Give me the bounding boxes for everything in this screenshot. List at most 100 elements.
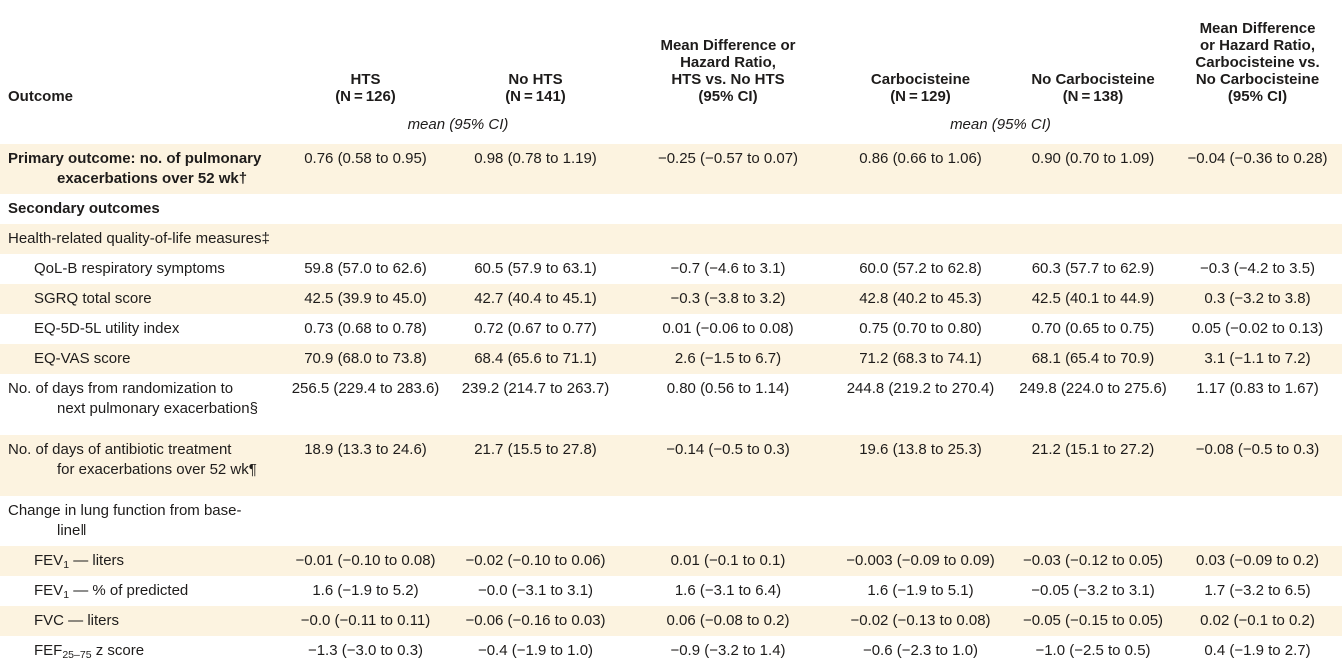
value-cell-no-carbocisteine-fvc-liters: −0.05 (−0.15 to 0.05) bbox=[1022, 612, 1164, 629]
subheader-row: mean (95% CI) mean (95% CI) bbox=[0, 112, 1342, 144]
column-header-carbocisteine: Carbocisteine (N = 129) bbox=[870, 71, 971, 105]
column-header-outcome: Outcome bbox=[8, 88, 74, 105]
table-row-eq-vas-score: EQ-VAS score 70.9 (68.0 to 73.8) 68.4 (65.… bbox=[0, 344, 1342, 374]
outcome-label-line: No. of days from randomization to bbox=[8, 380, 234, 397]
subscript-text: 1 bbox=[63, 559, 70, 571]
column-header-hts: HTS (N = 126) bbox=[335, 71, 396, 105]
value-cell-no-hts-sgrq-total: 42.7 (40.4 to 45.1) bbox=[474, 290, 597, 307]
value-cell-no-carbocisteine-fev1-liters: −0.03 (−0.12 to 0.05) bbox=[1022, 552, 1164, 569]
value-cell-no-hts-days-to-next-exacerbation: 239.2 (214.7 to 263.7) bbox=[461, 380, 610, 397]
outcome-label-fev1-percent-predicted: FEV1 — % of predicted bbox=[0, 576, 288, 606]
value-cell-no-hts-fev1-liters: −0.02 (−0.10 to 0.06) bbox=[465, 552, 606, 569]
value-cell-carbocisteine-fef2575-z-score: −0.6 (−2.3 to 1.0) bbox=[862, 642, 979, 659]
value-cell-carbocisteine-antibiotic-days: 19.6 (13.8 to 25.3) bbox=[859, 441, 982, 458]
value-cell-md-carbocisteine-primary-outcome: −0.04 (−0.36 to 0.28) bbox=[1187, 150, 1328, 167]
value-cell-no-carbocisteine-qol-b-respiratory: 60.3 (57.7 to 62.9) bbox=[1031, 260, 1155, 277]
subheader-spacer-outcome bbox=[0, 112, 288, 144]
value-cell-carbocisteine-eq5d5l-utility: 0.75 (0.70 to 0.80) bbox=[859, 320, 982, 337]
value-cell-no-hts-eq-vas-score: 68.4 (65.6 to 71.1) bbox=[474, 350, 597, 367]
table-row-hrqol-measures: Health-related quality-of-life measures‡ bbox=[0, 224, 1342, 254]
table-row-lung-function-change: Change in lung function from base-line‖ bbox=[0, 496, 1342, 546]
value-cell-hts-eq-vas-score: 70.9 (68.0 to 73.8) bbox=[304, 350, 427, 367]
value-cell-no-carbocisteine-antibiotic-days: 21.2 (15.1 to 27.2) bbox=[1031, 441, 1155, 458]
value-cell-no-carbocisteine-lung-function-change bbox=[1013, 496, 1173, 546]
value-cell-md-carbocisteine-antibiotic-days: −0.08 (−0.5 to 0.3) bbox=[1195, 441, 1320, 458]
outcome-label-line: FVC — liters bbox=[34, 612, 120, 629]
outcome-label-line: exacerbations over 52 wk† bbox=[57, 170, 248, 187]
value-cell-no-hts-fvc-liters: −0.06 (−0.16 to 0.03) bbox=[465, 612, 606, 629]
table-row-antibiotic-days: No. of days of antibiotic treatment for e… bbox=[0, 435, 1342, 496]
value-cell-carbocisteine-primary-outcome: 0.86 (0.66 to 1.06) bbox=[859, 150, 982, 167]
value-cell-hts-fvc-liters: −0.0 (−0.11 to 0.11) bbox=[300, 612, 431, 629]
value-cell-md-carbocisteine-fev1-percent-predicted: 1.7 (−3.2 to 6.5) bbox=[1204, 582, 1311, 599]
value-cell-no-hts-fef2575-z-score: −0.4 (−1.9 to 1.0) bbox=[477, 642, 594, 659]
column-header-md-carbocisteine: Mean Difference or Hazard Ratio, Carbocist… bbox=[1195, 20, 1320, 105]
outcome-label-qol-b-respiratory: QoL-B respiratory symptoms bbox=[0, 254, 288, 284]
value-cell-md-hts-fev1-liters: 0.01 (−0.1 to 0.1) bbox=[670, 552, 786, 569]
value-cell-md-carbocisteine-fev1-liters: 0.03 (−0.09 to 0.2) bbox=[1195, 552, 1319, 569]
value-cell-no-carbocisteine-fef2575-z-score: −1.0 (−2.5 to 0.5) bbox=[1035, 642, 1151, 659]
value-cell-no-hts-primary-outcome: 0.98 (0.78 to 1.19) bbox=[474, 150, 597, 167]
value-cell-md-hts-fvc-liters: 0.06 (−0.08 to 0.2) bbox=[666, 612, 790, 629]
outcome-label-line: No. of days of antibiotic treatment bbox=[8, 441, 232, 458]
value-cell-carbocisteine-days-to-next-exacerbation: 244.8 (219.2 to 270.4) bbox=[846, 380, 995, 397]
table-header: Outcome HTS (N = 126) No HTS (N = 141) Mean D… bbox=[0, 0, 1342, 144]
value-cell-md-carbocisteine-eq-vas-score: 3.1 (−1.1 to 7.2) bbox=[1204, 350, 1311, 367]
value-cell-hts-fev1-liters: −0.01 (−0.10 to 0.08) bbox=[295, 552, 436, 569]
table-row-fef2575-z-score: FEF25–75 z score −1.3 (−3.0 to 0.3) −0.4 (… bbox=[0, 636, 1342, 666]
value-cell-no-hts-antibiotic-days: 21.7 (15.5 to 27.8) bbox=[474, 441, 597, 458]
value-cell-carbocisteine-qol-b-respiratory: 60.0 (57.2 to 62.8) bbox=[859, 260, 982, 277]
value-cell-no-hts-fev1-percent-predicted: −0.0 (−3.1 to 3.1) bbox=[477, 582, 594, 599]
outcome-label-line: EQ-VAS score bbox=[34, 350, 131, 367]
table-row-qol-b-respiratory: QoL-B respiratory symptoms 59.8 (57.0 to … bbox=[0, 254, 1342, 284]
outcome-label-days-to-next-exacerbation: No. of days from randomization to next pu… bbox=[0, 374, 288, 435]
subscript-text: 25–75 bbox=[62, 649, 92, 661]
outcome-label-line: Secondary outcomes bbox=[8, 200, 160, 217]
subheader-spacer-md-hts bbox=[628, 112, 828, 144]
outcome-label-line: FEV1 — liters bbox=[34, 552, 125, 571]
value-cell-hts-antibiotic-days: 18.9 (13.3 to 24.6) bbox=[304, 441, 427, 458]
value-cell-hts-hrqol-measures bbox=[288, 224, 443, 254]
value-cell-no-carbocisteine-days-to-next-exacerbation: 249.8 (224.0 to 275.6) bbox=[1019, 380, 1167, 397]
table-row-fev1-percent-predicted: FEV1 — % of predicted 1.6 (−1.9 to 5.2) −0… bbox=[0, 576, 1342, 606]
subscript-text: 1 bbox=[63, 589, 70, 601]
value-cell-no-carbocisteine-hrqol-measures bbox=[1013, 224, 1173, 254]
value-cell-md-hts-eq5d5l-utility: 0.01 (−0.06 to 0.08) bbox=[662, 320, 794, 337]
outcome-label-line: FEF25–75 z score bbox=[34, 642, 145, 661]
value-cell-md-hts-eq-vas-score: 2.6 (−1.5 to 6.7) bbox=[674, 350, 782, 367]
outcome-label-fef2575-z-score: FEF25–75 z score bbox=[0, 636, 288, 666]
outcome-label-line: FEV1 — % of predicted bbox=[34, 582, 189, 601]
value-cell-carbocisteine-hrqol-measures bbox=[828, 224, 1013, 254]
value-cell-carbocisteine-sgrq-total: 42.8 (40.2 to 45.3) bbox=[859, 290, 982, 307]
outcome-label-fev1-liters: FEV1 — liters bbox=[0, 546, 288, 576]
outcome-label-eq5d5l-utility: EQ-5D-5L utility index bbox=[0, 314, 288, 344]
value-cell-md-carbocisteine-hrqol-measures bbox=[1173, 224, 1342, 254]
value-cell-md-carbocisteine-secondary-outcomes bbox=[1173, 194, 1342, 224]
value-cell-hts-sgrq-total: 42.5 (39.9 to 45.0) bbox=[304, 290, 427, 307]
value-cell-md-carbocisteine-qol-b-respiratory: −0.3 (−4.2 to 3.5) bbox=[1199, 260, 1316, 277]
value-cell-no-carbocisteine-secondary-outcomes bbox=[1013, 194, 1173, 224]
value-cell-hts-eq5d5l-utility: 0.73 (0.68 to 0.78) bbox=[304, 320, 427, 337]
value-cell-md-carbocisteine-fvc-liters: 0.02 (−0.1 to 0.2) bbox=[1200, 612, 1315, 629]
table-body: Primary outcome: no. of pulmonary exacerb… bbox=[0, 144, 1342, 666]
value-cell-hts-primary-outcome: 0.76 (0.58 to 0.95) bbox=[304, 150, 427, 167]
value-cell-no-hts-secondary-outcomes bbox=[443, 194, 628, 224]
table-row-fev1-liters: FEV1 — liters −0.01 (−0.10 to 0.08) −0.02 … bbox=[0, 546, 1342, 576]
outcome-label-secondary-outcomes: Secondary outcomes bbox=[0, 194, 288, 224]
outcome-label-lung-function-change: Change in lung function from base-line‖ bbox=[0, 496, 288, 546]
value-cell-md-hts-qol-b-respiratory: −0.7 (−4.6 to 3.1) bbox=[670, 260, 786, 277]
value-cell-carbocisteine-secondary-outcomes bbox=[828, 194, 1013, 224]
value-cell-md-hts-sgrq-total: −0.3 (−3.8 to 3.2) bbox=[670, 290, 786, 307]
value-cell-md-carbocisteine-eq5d5l-utility: 0.05 (−0.02 to 0.13) bbox=[1191, 320, 1324, 337]
value-cell-no-carbocisteine-eq5d5l-utility: 0.70 (0.65 to 0.75) bbox=[1031, 320, 1155, 337]
value-cell-no-hts-lung-function-change bbox=[443, 496, 628, 546]
value-cell-carbocisteine-fev1-percent-predicted: 1.6 (−1.9 to 5.1) bbox=[867, 582, 974, 599]
outcome-label-line: SGRQ total score bbox=[34, 290, 152, 307]
subheader-spacer-md-carbocisteine bbox=[1173, 112, 1342, 144]
value-cell-md-hts-primary-outcome: −0.25 (−0.57 to 0.07) bbox=[657, 150, 799, 167]
value-cell-no-carbocisteine-primary-outcome: 0.90 (0.70 to 1.09) bbox=[1031, 150, 1155, 167]
column-header-md-hts: Mean Difference or Hazard Ratio, HTS vs. N… bbox=[660, 37, 796, 105]
table-row-fvc-liters: FVC — liters −0.0 (−0.11 to 0.11) −0.06 (−… bbox=[0, 606, 1342, 636]
